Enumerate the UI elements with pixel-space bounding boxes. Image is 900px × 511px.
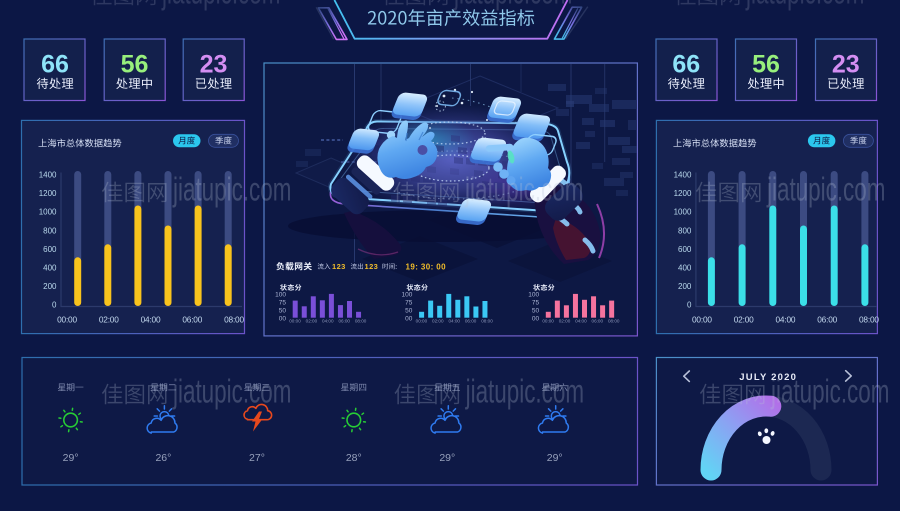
- svg-text:29°: 29°: [547, 452, 563, 464]
- svg-text:1400: 1400: [674, 170, 692, 179]
- svg-text:800: 800: [678, 226, 692, 235]
- svg-text:00: 00: [405, 315, 413, 322]
- svg-text:04:00: 04:00: [776, 314, 796, 324]
- svg-text:00:00: 00:00: [542, 319, 554, 324]
- svg-text:400: 400: [43, 264, 57, 273]
- svg-text:06:00: 06:00: [817, 314, 837, 324]
- svg-text:06:00: 06:00: [182, 314, 202, 324]
- svg-text:jiatupic.com: jiatupic.com: [172, 372, 291, 409]
- svg-text:06:00: 06:00: [465, 319, 477, 324]
- svg-text:jiatupic.com: jiatupic.com: [464, 170, 583, 207]
- svg-text:1200: 1200: [674, 189, 692, 198]
- svg-text:02:00: 02:00: [734, 314, 754, 324]
- svg-text:1000: 1000: [39, 208, 57, 217]
- svg-text:56: 56: [121, 51, 149, 79]
- svg-text:00: 00: [279, 315, 287, 322]
- svg-text:02:00: 02:00: [432, 319, 444, 324]
- svg-text:02:00: 02:00: [559, 319, 571, 324]
- svg-text:04:00: 04:00: [575, 319, 587, 324]
- svg-text:66: 66: [672, 51, 700, 79]
- svg-text:08:00: 08:00: [859, 314, 879, 324]
- svg-text:800: 800: [43, 226, 57, 235]
- svg-text:jiatupic.com: jiatupic.com: [465, 372, 584, 409]
- svg-text:100: 100: [402, 292, 413, 299]
- svg-text:0: 0: [687, 301, 692, 310]
- svg-text:06:00: 06:00: [592, 319, 604, 324]
- svg-text:00:00: 00:00: [692, 314, 712, 324]
- svg-text:600: 600: [43, 245, 57, 254]
- svg-text:123: 123: [332, 262, 346, 271]
- svg-text:123: 123: [365, 262, 379, 271]
- svg-text:1400: 1400: [39, 170, 57, 179]
- svg-text:200: 200: [43, 282, 57, 291]
- svg-text:jiatupic.com: jiatupic.com: [766, 170, 885, 207]
- svg-text:08:00: 08:00: [608, 319, 620, 324]
- svg-text:04:00: 04:00: [448, 319, 460, 324]
- svg-text:29°: 29°: [63, 452, 79, 464]
- svg-text:400: 400: [678, 264, 692, 273]
- svg-text:jiatupic.com: jiatupic.com: [453, 0, 572, 11]
- svg-text:50: 50: [279, 308, 287, 315]
- svg-text:08:00: 08:00: [224, 314, 244, 324]
- svg-text:26°: 26°: [155, 452, 171, 464]
- svg-text:75: 75: [279, 300, 287, 307]
- svg-text:jiatupic.com: jiatupic.com: [745, 0, 864, 11]
- svg-text:100: 100: [275, 292, 286, 299]
- svg-text:27°: 27°: [249, 452, 265, 464]
- svg-text:75: 75: [405, 300, 413, 307]
- svg-text:23: 23: [832, 51, 860, 79]
- svg-text:56: 56: [752, 51, 780, 79]
- svg-text:jiatupic.com: jiatupic.com: [172, 170, 291, 207]
- svg-text:00:00: 00:00: [289, 319, 301, 324]
- svg-text:00: 00: [532, 315, 540, 322]
- svg-text:1000: 1000: [674, 208, 692, 217]
- svg-text:1200: 1200: [39, 189, 57, 198]
- svg-text:04:00: 04:00: [141, 314, 161, 324]
- svg-text:50: 50: [532, 308, 540, 315]
- svg-text:50: 50: [405, 308, 413, 315]
- svg-text:100: 100: [528, 292, 539, 299]
- svg-text:75: 75: [532, 300, 540, 307]
- svg-text:06:00: 06:00: [338, 319, 350, 324]
- svg-text:23: 23: [200, 51, 228, 79]
- svg-text:02:00: 02:00: [99, 314, 119, 324]
- svg-text:200: 200: [678, 282, 692, 291]
- svg-text:02:00: 02:00: [306, 319, 318, 324]
- svg-text:08:00: 08:00: [481, 319, 493, 324]
- svg-text:04:00: 04:00: [322, 319, 334, 324]
- svg-text:08:00: 08:00: [355, 319, 367, 324]
- svg-text:19: 30: 00: 19: 30: 00: [406, 262, 447, 271]
- svg-text:00:00: 00:00: [416, 319, 428, 324]
- svg-text:jiatupic.com: jiatupic.com: [770, 372, 889, 409]
- svg-text:66: 66: [41, 51, 69, 79]
- svg-text:00:00: 00:00: [57, 314, 77, 324]
- svg-text:29°: 29°: [439, 452, 455, 464]
- svg-text:0: 0: [52, 301, 57, 310]
- svg-text:600: 600: [678, 245, 692, 254]
- svg-text:jiatupic.com: jiatupic.com: [161, 0, 280, 11]
- svg-text:28°: 28°: [346, 452, 362, 464]
